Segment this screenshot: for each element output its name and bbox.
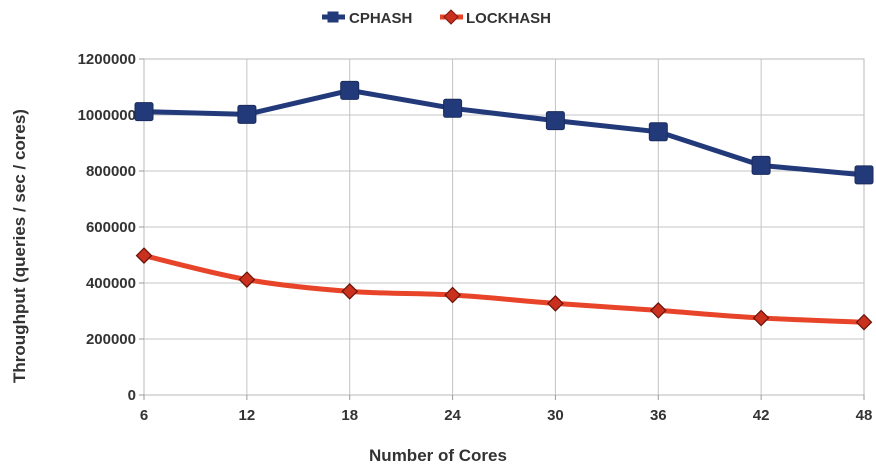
- x-tick-label: 36: [650, 407, 667, 424]
- y-tick-label: 400000: [86, 275, 136, 292]
- x-axis-title: Number of Cores: [369, 446, 507, 465]
- x-tick-label: 48: [856, 407, 873, 424]
- data-point-cphash: [751, 155, 771, 175]
- y-axis-title: Throughput (queries / sec / cores): [10, 109, 29, 383]
- data-point-lockhash: [752, 309, 770, 327]
- legend-label-lockhash: LOCKHASH: [466, 10, 551, 27]
- series-group: [134, 80, 874, 331]
- y-tick-label: 600000: [86, 219, 136, 236]
- data-point-cphash: [340, 80, 360, 100]
- legend-marker-cphash: [327, 11, 339, 23]
- y-axis-ticks: 0 200000 400000 600000 800000 1000000 1200000: [78, 51, 144, 404]
- data-point-cphash: [237, 104, 257, 124]
- x-tick-label: 18: [341, 407, 358, 424]
- data-point-lockhash: [135, 247, 153, 264]
- legend-item-lockhash: LOCKHASH: [440, 9, 551, 27]
- series-line-cphash: [141, 87, 867, 178]
- data-point-lockhash: [547, 295, 564, 312]
- data-point-cphash: [648, 122, 668, 142]
- y-tick-label: 200000: [86, 331, 136, 348]
- x-tick-label: 24: [444, 407, 461, 424]
- x-tick-label: 42: [753, 407, 770, 424]
- data-point-lockhash: [341, 283, 359, 300]
- data-point-cphash: [545, 111, 565, 131]
- data-point-cphash: [134, 102, 154, 122]
- x-tick-label: 12: [239, 407, 256, 424]
- data-point-lockhash: [238, 271, 256, 288]
- y-tick-label: 0: [128, 387, 136, 404]
- data-point-lockhash: [855, 313, 873, 331]
- data-point-lockhash: [649, 302, 667, 319]
- x-axis-ticks: 6 12 18 24 30 36 42 48: [140, 395, 873, 424]
- data-point-lockhash: [444, 286, 461, 304]
- data-point-cphash: [443, 98, 463, 118]
- series-line-lockhash: [141, 253, 867, 325]
- y-tick-label: 1000000: [78, 107, 136, 124]
- legend-label-cphash: CPHASH: [349, 10, 412, 27]
- x-tick-label: 6: [140, 407, 148, 424]
- legend-item-cphash: CPHASH: [322, 10, 412, 27]
- y-tick-label: 800000: [86, 163, 136, 180]
- data-point-cphash: [854, 165, 874, 185]
- legend-marker-lockhash: [443, 9, 459, 25]
- y-tick-label: 1200000: [78, 51, 136, 68]
- series-cphash: [134, 80, 874, 185]
- x-tick-label: 30: [547, 407, 564, 424]
- legend: CPHASH LOCKHASH: [322, 9, 551, 27]
- series-lockhash: [135, 247, 873, 331]
